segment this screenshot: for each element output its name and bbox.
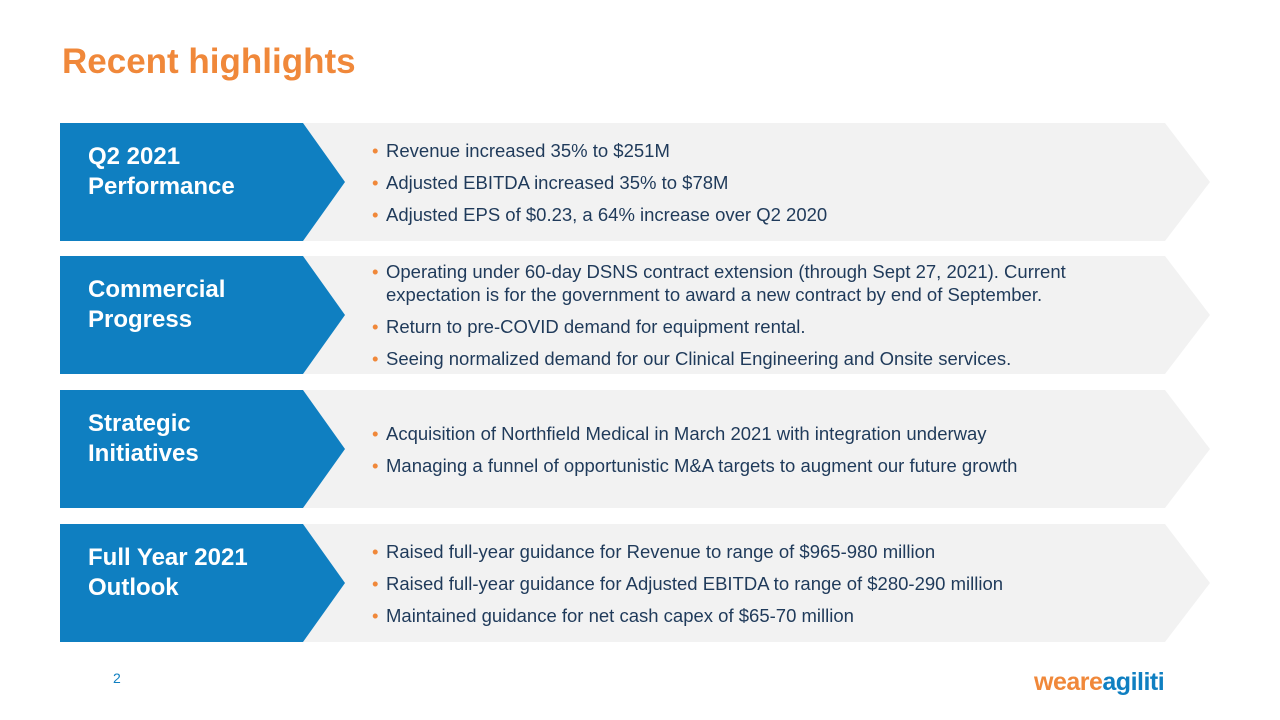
bullet: Raised full-year guidance for Adjusted E… — [368, 572, 1158, 595]
row-label-box — [60, 524, 345, 642]
label-line: Outlook — [88, 574, 179, 601]
bullet: Managing a funnel of opportunistic M&A t… — [368, 454, 1158, 477]
row-label-box — [60, 256, 345, 374]
bullet-list: Raised full-year guidance for Revenue to… — [368, 524, 1158, 642]
bullet: Adjusted EPS of $0.23, a 64% increase ov… — [368, 203, 1158, 226]
label-line: Progress — [88, 306, 193, 333]
logo: weareagiliti — [1034, 668, 1165, 697]
label-line: Full Year 2021 — [88, 544, 248, 571]
label-line: Commercial — [88, 276, 226, 303]
logo-part: are — [1066, 668, 1103, 696]
bullet: Raised full-year guidance for Revenue to… — [368, 540, 1158, 563]
row-label: Full Year 2021 Outlook — [88, 524, 298, 622]
row-label: Q2 2021 Performance — [88, 123, 298, 221]
bullet: Seeing normalized demand for our Clinica… — [368, 347, 1158, 370]
bullet: Adjusted EBITDA increased 35% to $78M — [368, 171, 1158, 194]
slide-title: Recent highlights — [62, 42, 356, 81]
label-line: Initiatives — [88, 440, 199, 467]
bullet: Return to pre-COVID demand for equipment… — [368, 315, 1158, 338]
bullet: Operating under 60-day DSNS contract ext… — [368, 260, 1158, 306]
bullet: Revenue increased 35% to $251M — [368, 139, 1158, 162]
bullet-list: Revenue increased 35% to $251M Adjusted E… — [368, 123, 1158, 241]
label-line: Q2 2021 — [88, 143, 181, 170]
row-label: Commercial Progress — [88, 256, 298, 354]
page-number: 2 — [113, 670, 121, 686]
bullet: Acquisition of Northfield Medical in Mar… — [368, 422, 1158, 445]
bullet-list: Operating under 60-day DSNS contract ext… — [368, 256, 1158, 374]
row-background — [303, 390, 1210, 508]
row-label: Strategic Initiatives — [88, 390, 298, 488]
bullet: Maintained guidance for net cash capex o… — [368, 604, 1158, 627]
row-label-box — [60, 123, 345, 241]
bullet-list: Acquisition of Northfield Medical in Mar… — [368, 390, 1158, 508]
row-label-box — [60, 390, 345, 508]
label-line: Performance — [88, 173, 235, 200]
logo-part: agiliti — [1102, 668, 1165, 696]
logo-part: we — [1034, 668, 1067, 696]
label-line: Strategic — [88, 410, 191, 437]
